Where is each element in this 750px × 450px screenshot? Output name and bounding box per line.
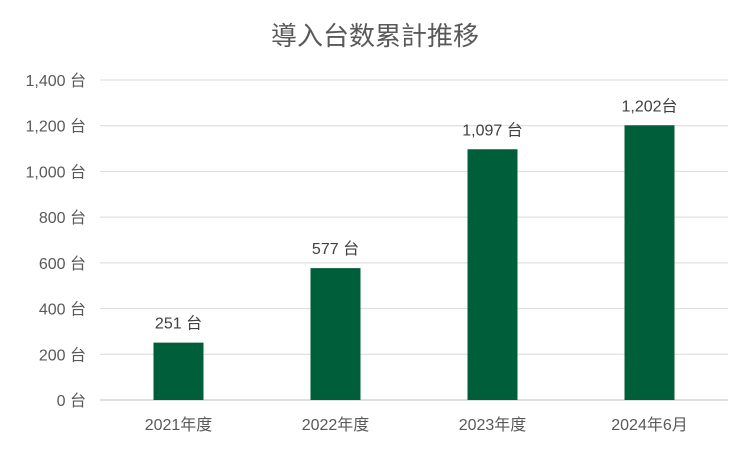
y-tick-label: 800 台 [39, 209, 86, 227]
x-category-label: 2024年6月 [611, 416, 688, 434]
data-label: 1,097 台 [462, 121, 523, 139]
y-tick-label: 1,400 台 [26, 72, 87, 90]
data-label: 577 台 [312, 240, 359, 258]
gridlines [100, 79, 728, 401]
y-tick-label: 1,200 台 [26, 118, 87, 136]
y-tick-label: 0 台 [57, 392, 86, 410]
bar [467, 149, 518, 400]
bar [624, 125, 675, 400]
x-category-label: 2021年度 [145, 416, 213, 434]
data-label: 251 台 [155, 315, 202, 333]
y-tick-label: 200 台 [39, 346, 86, 364]
x-axis-categories: 2021年度 2022年度 2023年度 2024年6月 [145, 416, 688, 434]
bars [153, 125, 675, 400]
data-labels: 251 台 577 台 1,097 台 1,202台 [155, 97, 678, 332]
bar [310, 268, 361, 400]
y-axis-ticks: 0 台 200 台 400 台 600 台 800 台 1,000 台 1,200 台 1,4… [26, 72, 87, 410]
chart-title: 導入台数累計推移 [271, 21, 479, 51]
y-tick-label: 400 台 [39, 301, 86, 319]
x-category-label: 2023年度 [459, 416, 527, 434]
bar [153, 342, 204, 400]
data-label: 1,202台 [621, 97, 677, 115]
y-tick-label: 600 台 [39, 255, 86, 273]
x-category-label: 2022年度 [302, 416, 370, 434]
y-tick-label: 1,000 台 [26, 163, 87, 181]
